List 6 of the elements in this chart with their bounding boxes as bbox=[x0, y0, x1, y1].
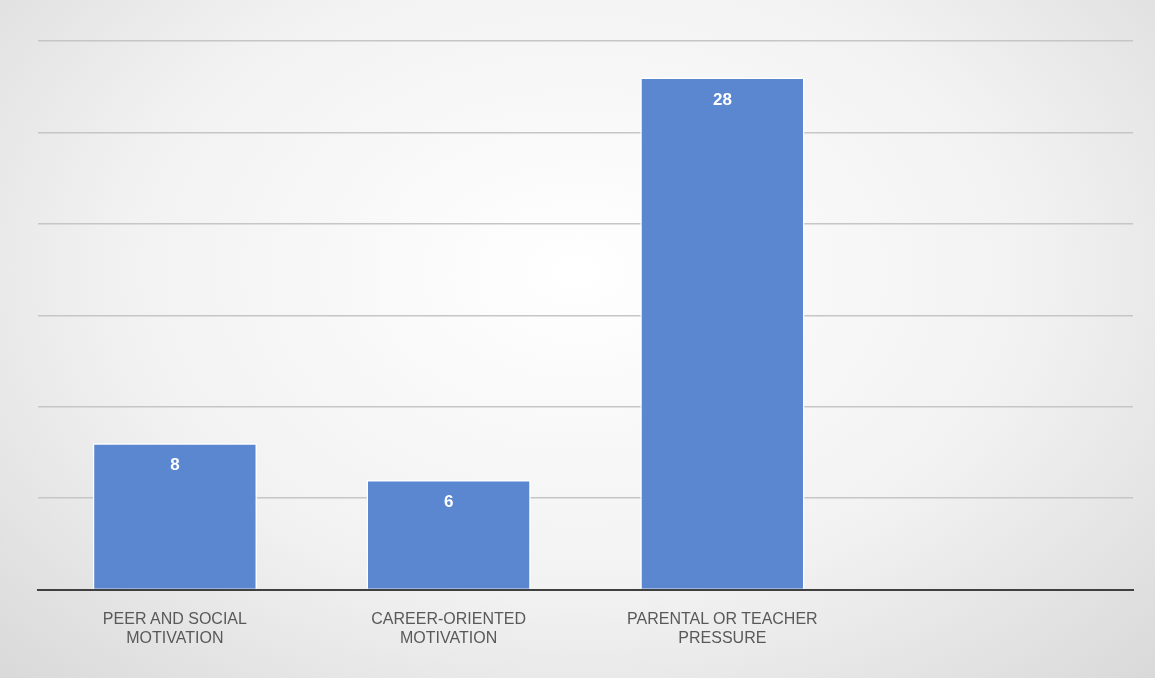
data-label: 28 bbox=[712, 89, 732, 109]
data-label: 6 bbox=[443, 492, 454, 512]
x-tick-label: CAREER-ORIENTED MOTIVATION bbox=[371, 609, 526, 646]
data-label: 8 bbox=[170, 455, 180, 475]
x-tick-label: PARENTAL OR TEACHER PRESSURE bbox=[627, 609, 818, 646]
x-tick-label: PEER AND SOCIAL MOTIVATION bbox=[102, 609, 247, 646]
